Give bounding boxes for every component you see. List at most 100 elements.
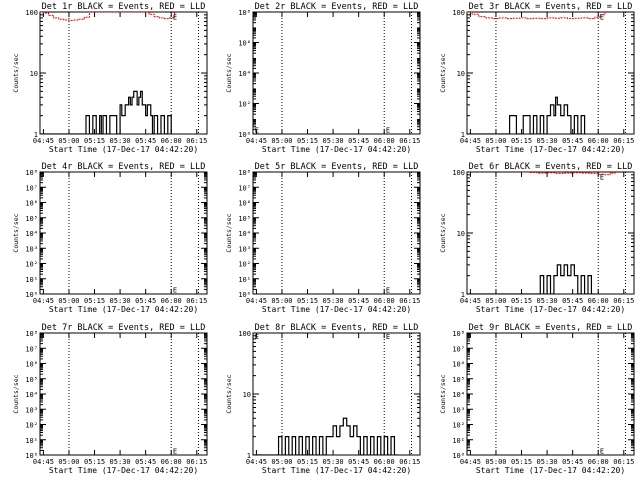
y-tick-label: 10⁶ (25, 200, 38, 208)
x-tick-label: 05:00 (58, 297, 79, 305)
y-tick-label: 10⁴ (25, 230, 38, 238)
y-tick-label: 10⁰ (25, 291, 38, 299)
y-axis-label: Counts/sec (439, 374, 447, 413)
y-tick-label: 10⁵ (25, 376, 38, 384)
y-tick-label: 100 (452, 9, 465, 17)
x-tick-label: 05:15 (84, 137, 105, 145)
x-tick-label: 05:45 (348, 137, 369, 145)
x-tick-label: 05:15 (84, 458, 105, 466)
x-tick-label: 04:45 (460, 137, 481, 145)
panel-title: Det 2r BLACK = Events, RED = LLD (255, 2, 419, 12)
panel-det-2r: Det 2r BLACK = Events, RED = LLD 04:45 05:… (225, 2, 421, 154)
x-tick-label: 05:00 (485, 137, 506, 145)
y-tick-label: 10⁸ (25, 169, 38, 177)
x-tick-label: 05:45 (135, 458, 156, 466)
y-axis-label: Counts/sec (225, 213, 233, 252)
error-marker-label: E (600, 13, 604, 21)
x-tick-label: 06:15 (186, 297, 207, 305)
y-tick-label: 10⁵ (238, 215, 251, 223)
x-tick-label: 06:00 (161, 458, 182, 466)
error-marker-label: E (173, 13, 177, 21)
x-tick-label: 06:15 (399, 458, 420, 466)
x-axis-label: Start Time (17-Dec-17 04:42:20) (476, 466, 625, 475)
x-tick-label: 05:15 (297, 297, 318, 305)
y-tick-label: 10² (238, 101, 251, 109)
y-tick-label: 10⁰ (452, 452, 465, 460)
x-axis-label: Start Time (17-Dec-17 04:42:20) (262, 145, 411, 154)
plot-frame (39, 171, 208, 295)
x-tick-label: 06:00 (161, 137, 182, 145)
y-tick-label: 10⁸ (25, 330, 38, 338)
panel-det-5r: Det 5r BLACK = Events, RED = LLD 04:45 05:… (225, 162, 421, 314)
x-tick-label: 06:15 (399, 297, 420, 305)
y-axis-label: Counts/sec (225, 53, 233, 92)
x-tick-label: 05:15 (511, 137, 532, 145)
y-tick-label: 10² (238, 261, 251, 269)
x-tick-label: 06:15 (399, 137, 420, 145)
events-series-line (467, 96, 586, 134)
x-tick-label: 05:15 (84, 297, 105, 305)
y-axis-label: Counts/sec (225, 374, 233, 413)
y-axis-label: Counts/sec (12, 374, 20, 413)
x-tick-label: 05:45 (562, 458, 583, 466)
y-tick-label: 1 (461, 291, 465, 299)
y-tick-label: 10⁷ (25, 345, 38, 353)
panel-title: Det 3r BLACK = Events, RED = LLD (469, 2, 633, 12)
y-tick-label: 10⁶ (238, 40, 251, 48)
y-tick-label: 100 (25, 9, 38, 17)
x-tick-label: 05:30 (110, 458, 131, 466)
x-tick-label: 04:45 (246, 458, 267, 466)
x-tick-label: 05:45 (348, 458, 369, 466)
x-tick-label: 05:00 (58, 458, 79, 466)
events-series-line (253, 417, 398, 455)
error-marker-label: E (386, 286, 390, 294)
x-tick-label: 05:00 (485, 458, 506, 466)
panel-title: Det 5r BLACK = Events, RED = LLD (255, 162, 419, 172)
y-tick-label: 10⁵ (25, 215, 38, 223)
x-tick-label: 06:15 (186, 137, 207, 145)
x-tick-label: 05:00 (271, 297, 292, 305)
x-axis-label: Start Time (17-Dec-17 04:42:20) (49, 145, 198, 154)
y-tick-label: 1 (34, 131, 38, 139)
x-tick-label: 04:45 (246, 297, 267, 305)
x-tick-label: 06:15 (613, 297, 634, 305)
y-tick-label: 10⁵ (452, 376, 465, 384)
panel-title: Det 7r BLACK = Events, RED = LLD (42, 323, 206, 333)
lld-series-line (467, 12, 606, 20)
panel-det-3r: Det 3r BLACK = Events, RED = LLD 04:45 05:… (439, 2, 635, 154)
events-series-line (40, 90, 172, 134)
events-series-line (467, 264, 595, 294)
x-tick-label: 06:00 (374, 458, 395, 466)
y-tick-label: 10³ (25, 406, 38, 414)
x-tick-label: 05:30 (110, 297, 131, 305)
y-tick-label: 10 (457, 230, 465, 238)
y-tick-label: 10³ (452, 406, 465, 414)
y-tick-label: 10⁰ (238, 291, 251, 299)
y-tick-label: 10³ (25, 245, 38, 253)
y-axis-label: Counts/sec (12, 213, 20, 252)
x-tick-label: 06:15 (613, 137, 634, 145)
y-tick-label: 10⁰ (238, 131, 251, 139)
x-tick-label: 06:15 (186, 458, 207, 466)
error-marker-label: E (386, 333, 390, 341)
x-tick-label: 05:15 (511, 458, 532, 466)
error-marker-label: E (600, 173, 604, 181)
panel-title: Det 4r BLACK = Events, RED = LLD (42, 162, 206, 172)
x-tick-label: 05:00 (271, 137, 292, 145)
y-tick-label: 100 (452, 169, 465, 177)
x-tick-label: 04:45 (460, 458, 481, 466)
x-tick-label: 05:00 (485, 297, 506, 305)
y-tick-label: 10⁴ (452, 391, 465, 399)
y-tick-label: 10⁰ (25, 452, 38, 460)
y-tick-label: 10¹ (238, 276, 251, 284)
x-axis-label: Start Time (17-Dec-17 04:42:20) (49, 466, 198, 475)
plot-frame (466, 332, 635, 456)
x-axis-label: Start Time (17-Dec-17 04:42:20) (49, 305, 198, 314)
error-marker-label: E (600, 447, 604, 455)
y-tick-label: 10⁷ (238, 184, 251, 192)
y-tick-label: 10⁷ (452, 345, 465, 353)
x-tick-label: 05:30 (323, 458, 344, 466)
x-tick-label: 06:00 (588, 297, 609, 305)
y-tick-label: 10 (30, 70, 38, 78)
